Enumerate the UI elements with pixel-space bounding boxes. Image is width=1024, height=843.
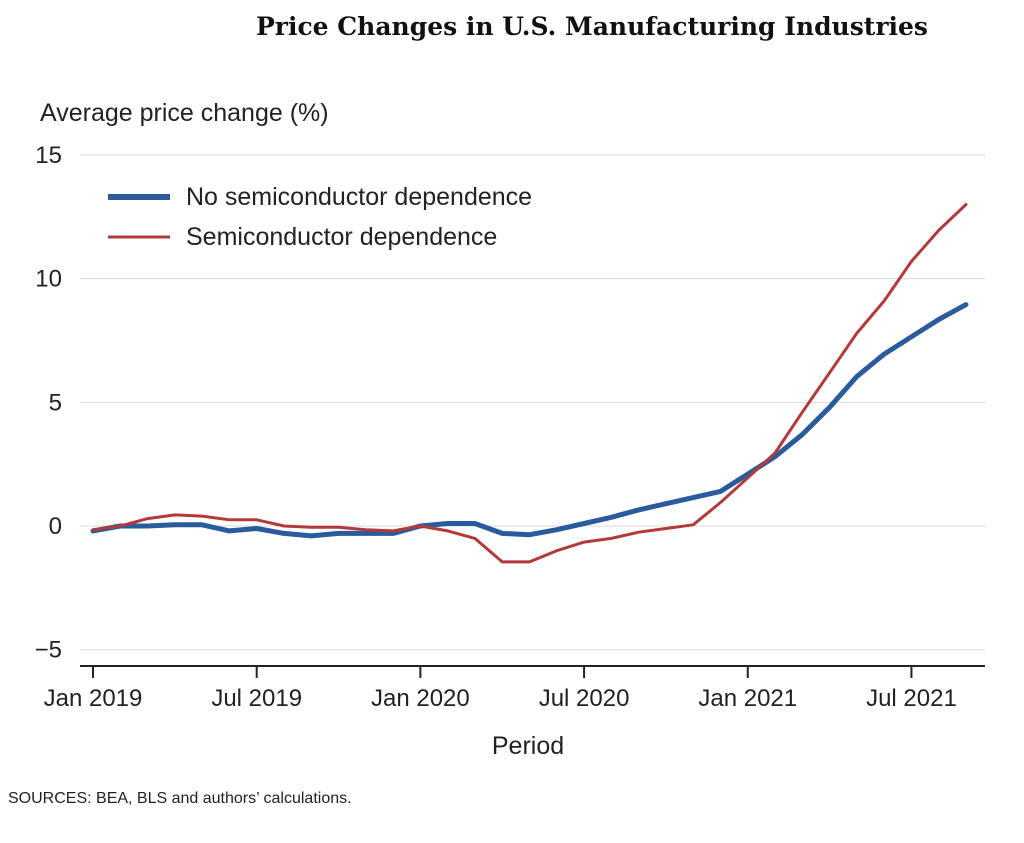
series-line-no-semiconductor [90,302,969,539]
x-tick-label: Jul 2019 [211,685,302,712]
legend-label-no-semiconductor: No semiconductor dependence [186,183,532,211]
x-axis-label: Period [492,732,564,760]
y-tick-label: −5 [35,637,62,664]
axes: 15 10 5 0 −5 Jan 2019 Jul 2019 Jan 2020 Jul 2020… [35,142,985,712]
series-line-semiconductor [91,203,968,564]
y-tick-label: 15 [35,142,62,169]
y-tick-label: 5 [49,389,62,416]
x-tick-label: Jan 2019 [44,685,143,712]
series-lines [90,203,969,564]
y-tick-label: 0 [49,513,62,540]
y-tick-label: 10 [35,266,62,293]
x-tick-label: Jan 2020 [371,685,470,712]
y-axis-label: Average price change (%) [40,99,329,127]
source-note: SOURCES: BEA, BLS and authors’ calculati… [8,790,352,807]
x-tick-label: Jul 2021 [866,685,957,712]
legend: No semiconductor dependence Semiconducto… [108,183,532,251]
chart-title: Price Changes in U.S. Manufacturing Indu… [255,12,929,41]
x-tick-label: Jan 2021 [698,685,797,712]
x-tick-label: Jul 2020 [539,685,630,712]
legend-label-semiconductor: Semiconductor dependence [186,223,497,251]
